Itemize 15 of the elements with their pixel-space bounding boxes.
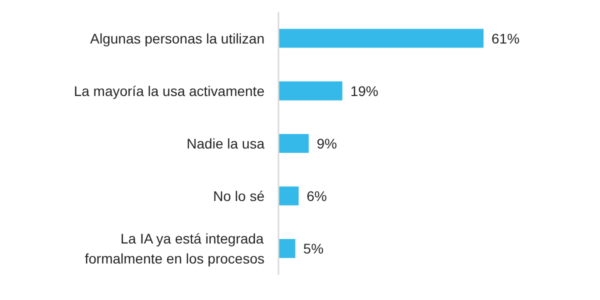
y-tick-label: La mayoría la usa activamente [74,82,265,99]
y-tick-label: Algunas personas la utilizan [90,30,264,46]
data-label: 9% [316,135,337,152]
bar [278,81,342,100]
bar [278,239,296,258]
y-tick-label: No lo sé [213,188,265,204]
data-label: 6% [306,188,327,204]
data-label: 5% [303,240,324,256]
y-tick-label: Nadie la usa [186,135,265,152]
bar [278,134,309,153]
data-label: 61% [492,30,520,46]
y-tick-label: La IA ya está integrada formalmente en los procesos [84,230,264,266]
bar [278,28,484,48]
data-label: 19% [350,82,378,99]
bar [278,186,299,206]
